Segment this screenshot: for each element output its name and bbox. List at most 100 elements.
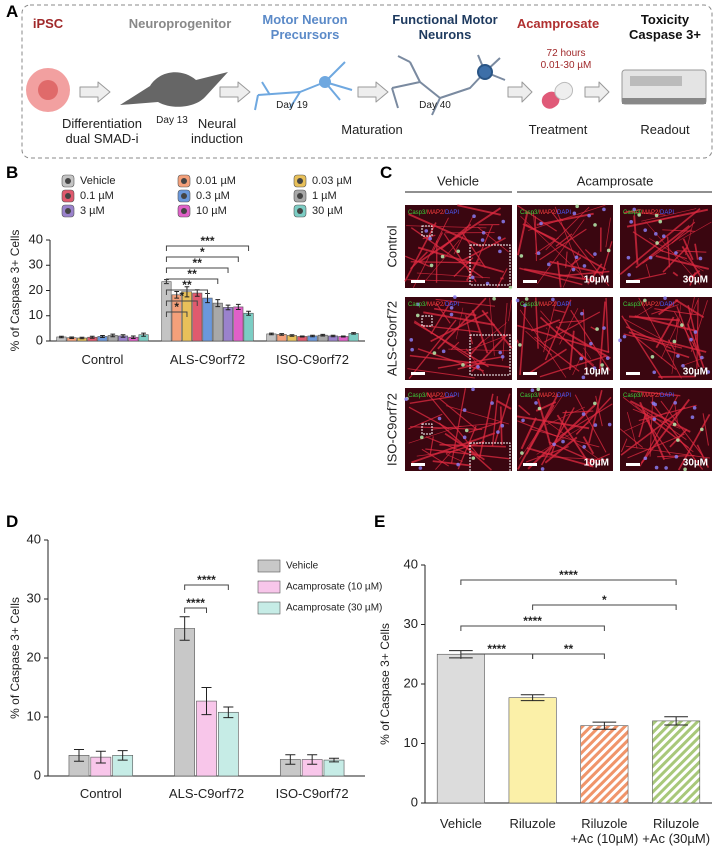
neurite (519, 267, 583, 286)
nucleus (501, 219, 506, 224)
significance-label: * (602, 593, 607, 607)
nucleus (627, 272, 631, 277)
scale-bar (411, 463, 425, 466)
y-tick-label: 20 (29, 282, 43, 297)
schematic-icons (26, 54, 707, 116)
dose-label: 10µM (584, 458, 609, 469)
stain-part: DAPI (557, 210, 571, 216)
neurite (519, 309, 567, 378)
stage-title: Functional Motor Neurons (392, 12, 498, 42)
neurite (632, 408, 681, 430)
error-bar (246, 310, 251, 316)
error-bar (73, 748, 85, 762)
legend-label: 10 µM (196, 205, 227, 217)
neurite (489, 297, 495, 356)
error-bar (328, 757, 340, 763)
nucleus (654, 213, 659, 218)
neurite (639, 395, 679, 467)
neurite (631, 333, 677, 370)
neurite (536, 212, 594, 226)
panel-label: B (6, 163, 19, 182)
nucleus (653, 402, 657, 407)
micrograph: Casp3/MAP2/DAPI 30µM (618, 296, 712, 380)
bar (580, 725, 629, 804)
legend-label: Vehicle (80, 175, 115, 187)
neurite (601, 241, 613, 276)
neurite (554, 206, 584, 280)
neurite (545, 327, 548, 330)
nucleus (648, 255, 653, 260)
micrograph: Casp3/MAP2/DAPI (404, 387, 512, 471)
y-axis-label: % of Caspase 3+ Cells (8, 597, 22, 719)
neurite (696, 444, 710, 468)
nucleus (537, 406, 542, 411)
neurite (543, 311, 601, 343)
neurite (588, 390, 603, 444)
nucleus (626, 255, 631, 260)
neurite (660, 400, 704, 456)
nucleus (404, 397, 408, 401)
nucleus (471, 387, 475, 392)
nucleus (492, 296, 496, 301)
x-tick-label: Riluzole +Ac (30µM) (642, 816, 711, 846)
neurite (659, 249, 688, 260)
stain-part: Casp3/ (623, 393, 642, 399)
neurite (555, 233, 573, 247)
significance-label: **** (559, 568, 578, 582)
stain-part: DAPI (557, 393, 571, 399)
y-tick-label: 0 (411, 794, 418, 809)
y-axis-label: % of Caspase 3+ Cells (378, 623, 392, 745)
neurite (554, 309, 565, 314)
stain-part: Casp3/ (408, 302, 427, 308)
neurite (425, 436, 469, 455)
neurite (584, 249, 595, 259)
neurite (496, 268, 508, 288)
nucleus (706, 370, 711, 374)
neurite (461, 231, 487, 269)
nucleus (415, 313, 420, 318)
neurite (587, 263, 603, 285)
row-label: ISO-C9orf72 (384, 393, 399, 466)
inset-source (421, 315, 433, 327)
inset-zoom (469, 244, 511, 286)
nucleus (410, 347, 414, 352)
significance-label: **** (197, 573, 216, 587)
legend-dot (65, 208, 71, 214)
nucleus (673, 401, 677, 405)
neurite (537, 219, 585, 284)
nucleus (607, 422, 612, 427)
stage-title: Acamprosate (516, 16, 600, 31)
nucleus (574, 255, 579, 260)
scale-bar (523, 463, 537, 466)
legend-dot (297, 193, 303, 199)
nucleus (654, 465, 659, 470)
neurite (556, 260, 562, 288)
error-bar (592, 721, 617, 730)
micrograph: Casp3/MAP2/DAPI (405, 295, 513, 380)
neurite (502, 302, 508, 361)
significance-bracket (165, 311, 188, 317)
neurite (496, 399, 512, 410)
nucleus (643, 456, 648, 461)
nucleus (540, 467, 545, 471)
significance-label: **** (186, 596, 205, 610)
neurite (550, 211, 610, 287)
error-bar (340, 335, 346, 338)
neurite (641, 208, 697, 222)
neurite (686, 298, 699, 326)
stain-part: Casp3/ (623, 210, 642, 216)
micrograph-bg (517, 297, 613, 380)
nucleus (595, 327, 599, 331)
panel-a-frame (21, 4, 713, 159)
neurite (532, 211, 538, 256)
bar (652, 720, 701, 804)
neurite (687, 324, 705, 369)
nucleus (534, 401, 538, 405)
neurite (626, 412, 638, 449)
neurite (530, 428, 600, 448)
dose-label: 30µM (683, 458, 708, 469)
neurite (430, 300, 452, 335)
nucleus (672, 422, 677, 427)
nucleus (456, 462, 460, 467)
